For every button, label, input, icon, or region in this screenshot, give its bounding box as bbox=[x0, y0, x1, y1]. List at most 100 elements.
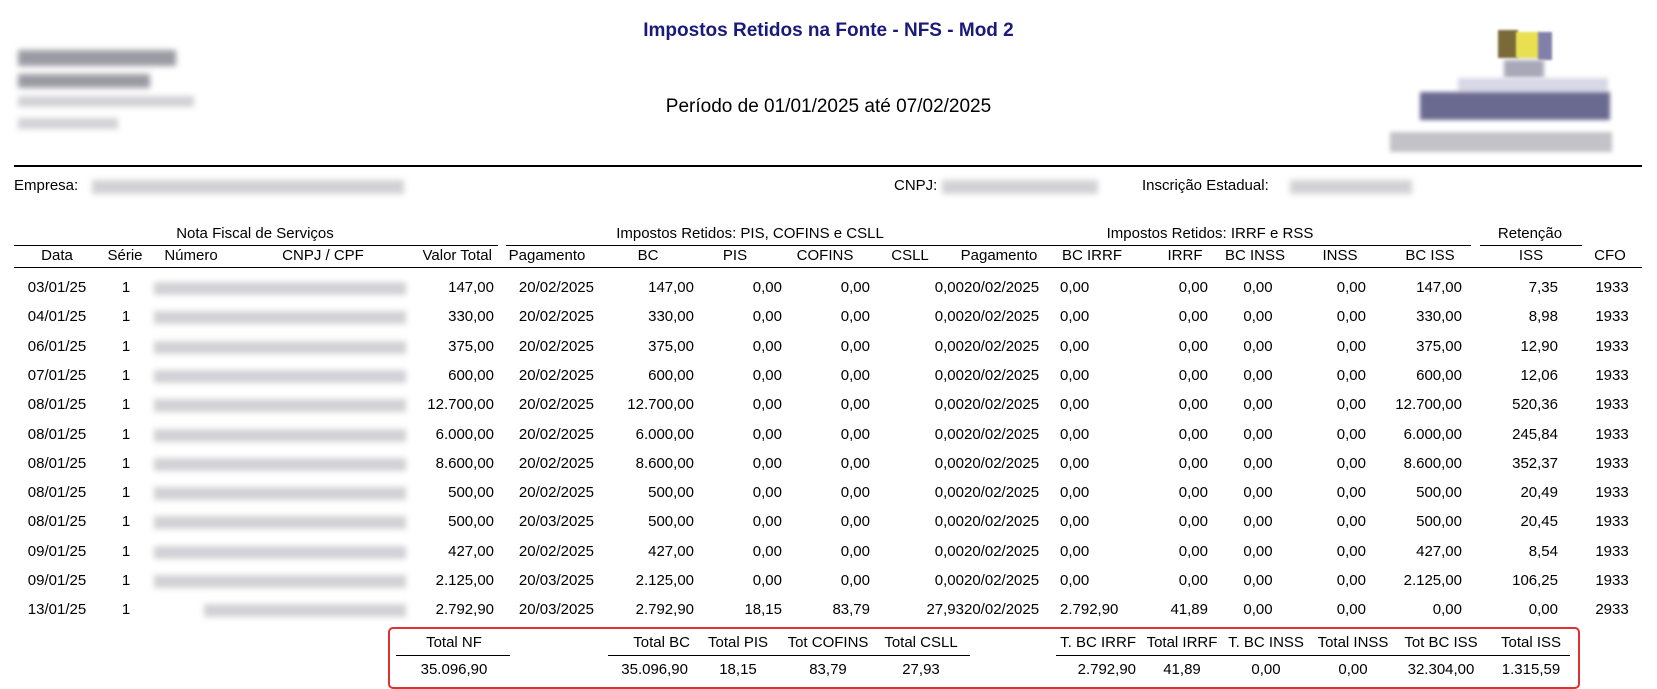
cell-bc-irrf: 2.792,90 bbox=[1060, 601, 1119, 619]
cell-cfo: 1933 bbox=[1595, 513, 1629, 531]
cell-inss: 0,00 bbox=[1336, 279, 1366, 296]
cell-bc: 8.600,00 bbox=[635, 454, 694, 472]
cell-serie: 1 bbox=[121, 366, 131, 384]
cell-cfo: 1933 bbox=[1595, 396, 1629, 414]
total-iss-value: 1.315,59 bbox=[1501, 661, 1561, 678]
cell-data: 09/01/25 bbox=[27, 572, 87, 589]
redacted-numero-cnpj bbox=[154, 545, 406, 559]
total-irrf-value: 41,89 bbox=[1163, 661, 1201, 678]
cell-iss: 20,49 bbox=[1520, 484, 1558, 502]
cell-bc-irrf: 0,00 bbox=[1060, 366, 1090, 384]
cell-bc: 600,00 bbox=[648, 366, 694, 384]
cell-bc-inss: 0,00 bbox=[1243, 513, 1273, 531]
cell-cfo: 1933 bbox=[1595, 454, 1629, 472]
cell-pagamento-1: 20/02/2025 bbox=[518, 308, 594, 326]
cell-inss: 0,00 bbox=[1336, 425, 1366, 443]
cell-bc-inss: 0,00 bbox=[1243, 601, 1273, 619]
cell-irrf: 0,00 bbox=[1178, 454, 1208, 472]
col-pagamento-2: Pagamento bbox=[960, 247, 1038, 264]
cell-bc-inss: 0,00 bbox=[1243, 366, 1273, 384]
cell-pagamento-1: 20/02/2025 bbox=[518, 425, 594, 443]
cell-data: 04/01/25 bbox=[27, 308, 87, 326]
redacted-numero-cnpj bbox=[154, 340, 406, 354]
cell-pagamento-2: 20/02/2025 bbox=[964, 572, 1040, 589]
cell-valor-total: 500,00 bbox=[448, 513, 494, 531]
col-pis: PIS bbox=[722, 247, 748, 264]
cell-valor-total: 6.000,00 bbox=[435, 425, 494, 443]
cell-pagamento-1: 20/02/2025 bbox=[518, 454, 594, 472]
cell-data: 08/01/25 bbox=[27, 513, 87, 531]
cell-iss: 245,84 bbox=[1512, 425, 1558, 443]
cell-pagamento-1: 20/03/2025 bbox=[518, 513, 594, 531]
cell-bc-inss: 0,00 bbox=[1243, 425, 1273, 443]
group-retencao: Retenção bbox=[1497, 225, 1563, 242]
cell-bc-irrf: 0,00 bbox=[1060, 572, 1090, 589]
t-bc-irrf-value: 2.792,90 bbox=[1077, 661, 1136, 678]
cell-pagamento-2: 20/02/2025 bbox=[964, 366, 1040, 384]
total-bc-label: Total BC bbox=[633, 634, 690, 651]
cell-pis: 0,00 bbox=[752, 366, 782, 384]
cell-iss: 20,45 bbox=[1520, 513, 1558, 531]
cell-pis: 0,00 bbox=[752, 279, 782, 296]
col-cfo: CFO bbox=[1594, 247, 1626, 264]
cell-pagamento-2: 20/02/2025 bbox=[964, 425, 1040, 443]
col-iss: ISS bbox=[1518, 247, 1544, 264]
cell-bc: 2.792,90 bbox=[635, 601, 694, 619]
total-bc-value: 35.096,90 bbox=[621, 661, 688, 678]
cell-pis: 18,15 bbox=[744, 601, 782, 619]
redacted-numero-cnpj bbox=[154, 282, 406, 295]
cell-pis: 0,00 bbox=[752, 513, 782, 531]
cell-pagamento-2: 20/02/2025 bbox=[964, 454, 1040, 472]
col-numero: Número bbox=[164, 247, 218, 264]
cell-valor-total: 330,00 bbox=[448, 308, 494, 326]
total-pis-value: 18,15 bbox=[719, 661, 757, 678]
cell-csll: 0,00 bbox=[934, 396, 964, 414]
group-irrf-rss: Impostos Retidos: IRRF e RSS bbox=[1106, 225, 1314, 242]
col-bc-irrf: BC IRRF bbox=[1062, 247, 1122, 264]
redacted-numero-cnpj bbox=[154, 487, 406, 501]
cell-bc: 6.000,00 bbox=[635, 425, 694, 443]
cell-cfo: 1933 bbox=[1595, 425, 1629, 443]
cell-csll: 0,00 bbox=[934, 454, 964, 472]
cell-inss: 0,00 bbox=[1336, 542, 1366, 560]
col-cnpj-cpf: CNPJ / CPF bbox=[282, 247, 364, 264]
cell-bc-iss: 427,00 bbox=[1416, 542, 1462, 560]
cell-iss: 12,06 bbox=[1520, 366, 1558, 384]
cell-bc-iss: 500,00 bbox=[1416, 513, 1462, 531]
tot-bc-iss-value: 32.304,00 bbox=[1407, 661, 1475, 678]
cell-bc-irrf: 0,00 bbox=[1060, 425, 1090, 443]
total-irrf-label: Total IRRF bbox=[1146, 634, 1218, 651]
cell-bc-iss: 330,00 bbox=[1416, 308, 1462, 326]
cell-bc: 2.125,00 bbox=[635, 572, 694, 589]
cell-bc-inss: 0,00 bbox=[1243, 337, 1273, 355]
cell-serie: 1 bbox=[121, 454, 131, 472]
cell-iss: 7,35 bbox=[1528, 279, 1558, 296]
redacted-numero-cnpj bbox=[154, 311, 406, 325]
total-nf-value: 35.096,90 bbox=[420, 661, 488, 678]
cell-bc-irrf: 0,00 bbox=[1060, 454, 1090, 472]
cell-irrf: 0,00 bbox=[1178, 425, 1208, 443]
col-bc-iss: BC ISS bbox=[1405, 247, 1455, 264]
redacted-numero-cnpj bbox=[154, 399, 406, 413]
redacted-ie-value bbox=[1290, 180, 1412, 194]
cell-pagamento-1: 20/02/2025 bbox=[518, 279, 594, 296]
cell-cofins: 0,00 bbox=[840, 337, 870, 355]
cell-irrf: 0,00 bbox=[1178, 366, 1208, 384]
total-pis-label: Total PIS bbox=[707, 634, 769, 651]
cell-pagamento-2: 20/02/2025 bbox=[964, 513, 1040, 531]
cell-bc: 500,00 bbox=[648, 484, 694, 502]
cell-pis: 0,00 bbox=[752, 572, 782, 589]
cell-data: 07/01/25 bbox=[27, 366, 87, 384]
cell-irrf: 0,00 bbox=[1178, 542, 1208, 560]
cell-csll: 0,00 bbox=[934, 366, 964, 384]
cell-valor-total: 2.125,00 bbox=[435, 572, 494, 589]
cell-serie: 1 bbox=[121, 425, 131, 443]
cell-serie: 1 bbox=[121, 484, 131, 502]
cell-serie: 1 bbox=[121, 601, 131, 619]
tot-cofins-label: Tot COFINS bbox=[787, 634, 869, 651]
cell-cofins: 0,00 bbox=[840, 308, 870, 326]
cell-cfo: 1933 bbox=[1595, 308, 1629, 326]
cell-valor-total: 8.600,00 bbox=[435, 454, 494, 472]
cell-serie: 1 bbox=[121, 542, 131, 560]
cell-serie: 1 bbox=[121, 337, 131, 355]
